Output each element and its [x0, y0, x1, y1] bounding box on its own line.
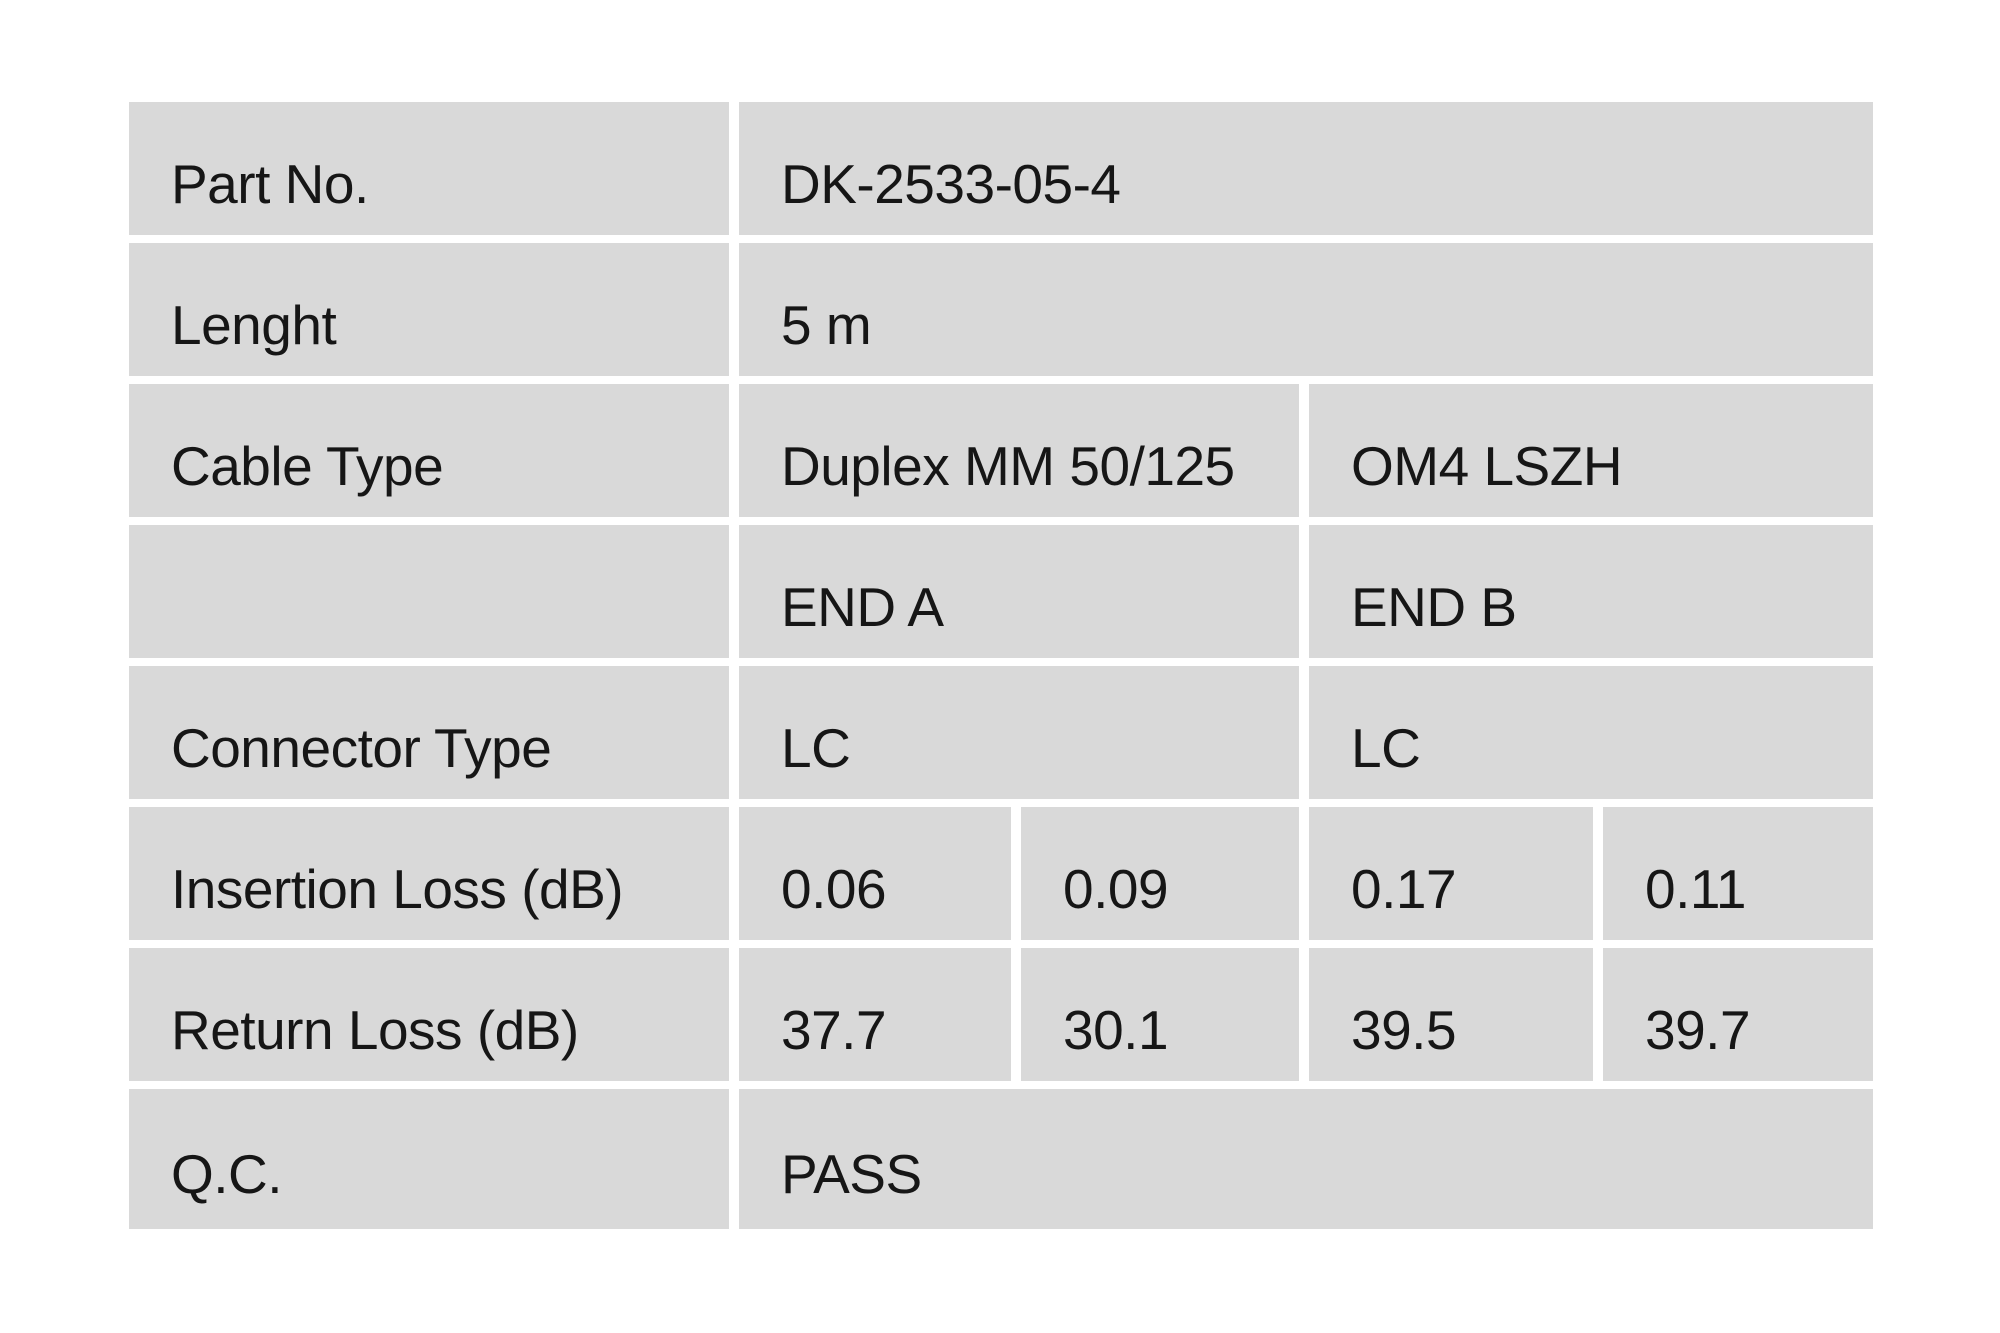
connector-type-end-a: LC	[739, 666, 1299, 799]
end-a-header: END A	[739, 525, 1299, 658]
return-loss-label: Return Loss (dB)	[129, 948, 729, 1081]
connector-type-end-b: LC	[1309, 666, 1873, 799]
return-loss-end-a-2: 30.1	[1021, 948, 1299, 1081]
end-b-header: END B	[1309, 525, 1873, 658]
return-loss-end-b-2: 39.7	[1603, 948, 1873, 1081]
insertion-loss-end-a-1: 0.06	[739, 807, 1011, 940]
spec-table: Part No. DK-2533-05-4 Lenght 5 m Cable T…	[129, 102, 1873, 1229]
cable-type-value-2: OM4 LSZH	[1309, 384, 1873, 517]
cable-type-value-1: Duplex MM 50/125	[739, 384, 1299, 517]
empty-cell	[129, 525, 729, 658]
length-value: 5 m	[739, 243, 1873, 376]
part-no-value: DK-2533-05-4	[739, 102, 1873, 235]
cable-type-label: Cable Type	[129, 384, 729, 517]
part-no-label: Part No.	[129, 102, 729, 235]
insertion-loss-end-a-2: 0.09	[1021, 807, 1299, 940]
qc-label: Q.C.	[129, 1089, 729, 1229]
insertion-loss-label: Insertion Loss (dB)	[129, 807, 729, 940]
connector-type-label: Connector Type	[129, 666, 729, 799]
qc-value: PASS	[739, 1089, 1873, 1229]
insertion-loss-end-b-2: 0.11	[1603, 807, 1873, 940]
return-loss-end-b-1: 39.5	[1309, 948, 1593, 1081]
insertion-loss-end-b-1: 0.17	[1309, 807, 1593, 940]
return-loss-end-a-1: 37.7	[739, 948, 1011, 1081]
length-label: Lenght	[129, 243, 729, 376]
